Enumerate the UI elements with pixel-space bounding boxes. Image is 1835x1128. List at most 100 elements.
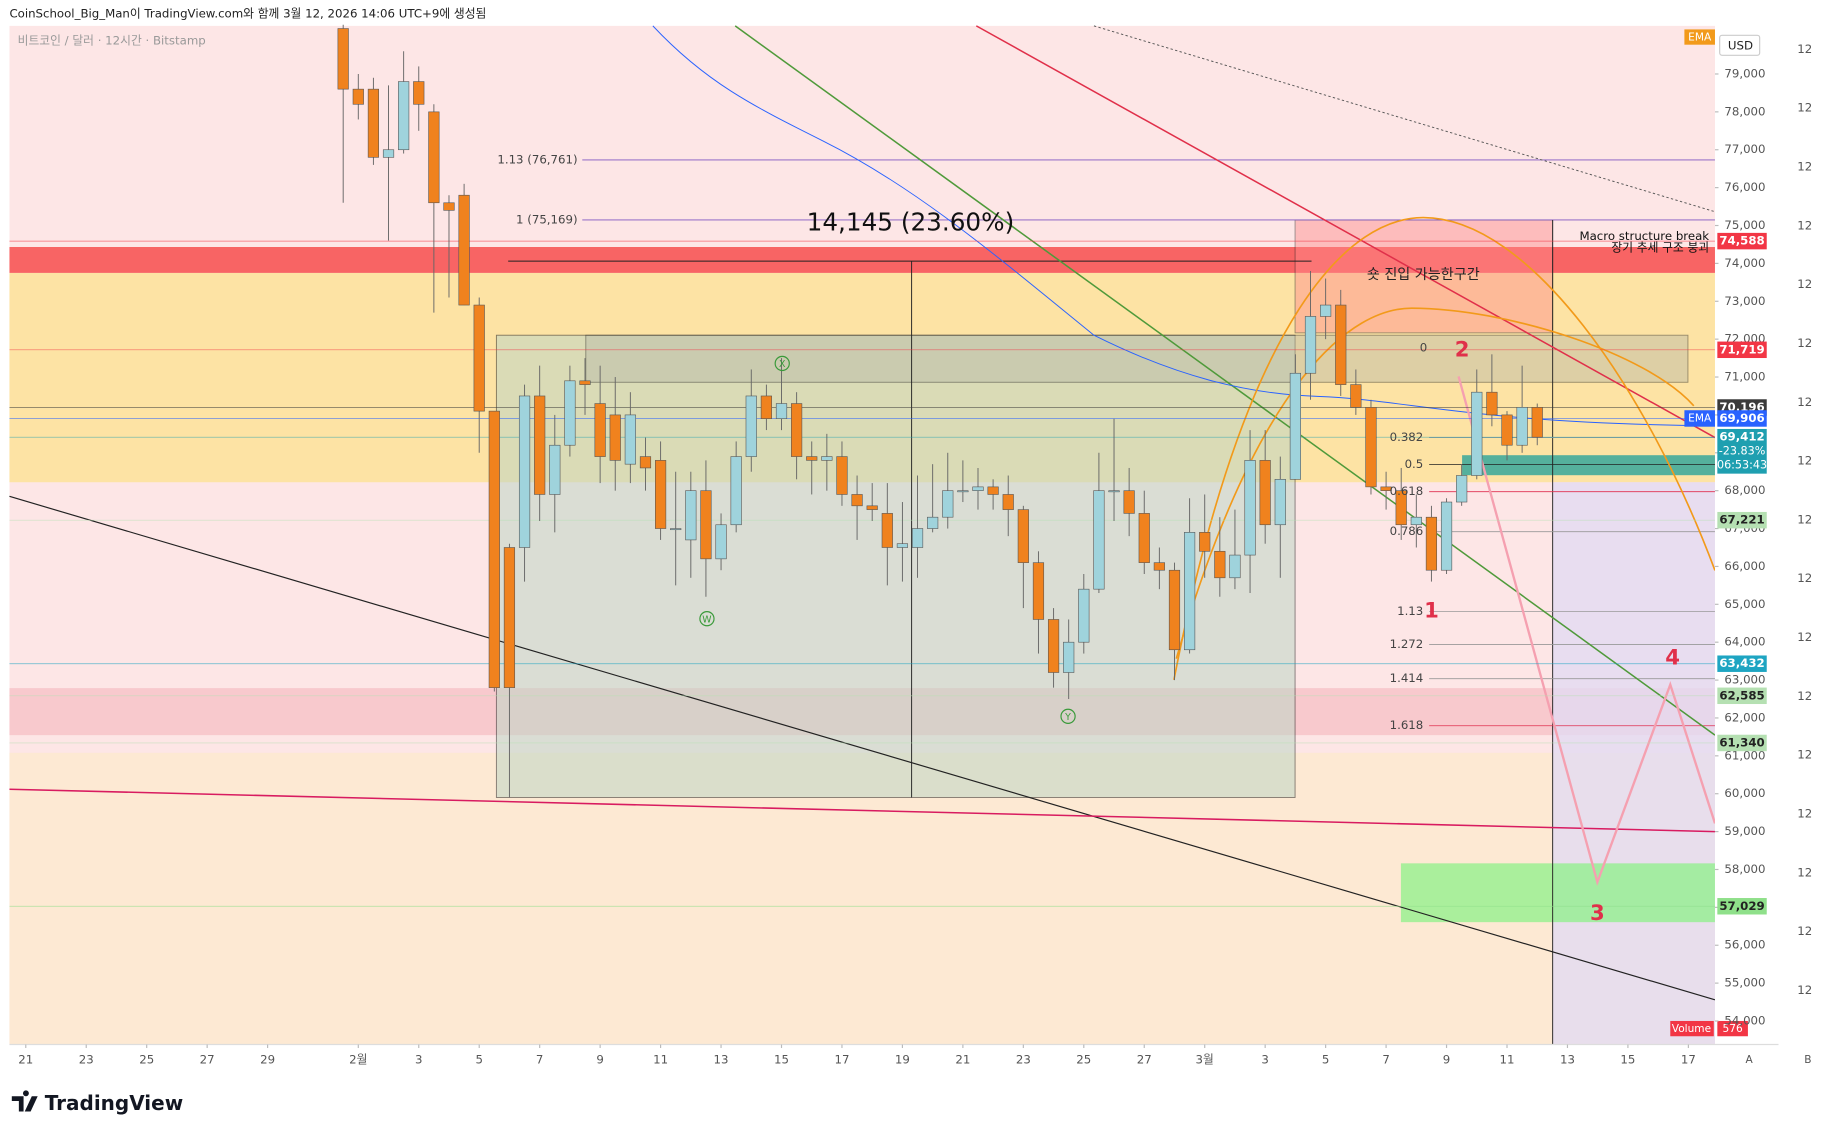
y-tick-label: 59,000 (1724, 824, 1765, 838)
candle-body (1047, 619, 1060, 673)
x-tick-label: 9 (596, 1052, 603, 1066)
annotation: 장기 추세 구조 붕괴 (1611, 241, 1709, 255)
fib-label: 0.5 (1405, 457, 1424, 471)
candle-body (1123, 490, 1135, 514)
y-tick-label: 62,000 (1724, 710, 1765, 724)
candle-body (352, 88, 364, 105)
candle-body (791, 403, 803, 457)
side-label: 12 (1797, 983, 1812, 997)
side-label: 12 (1797, 924, 1812, 938)
price-tag-name: EMA (1688, 412, 1712, 424)
x-tick-label: 21 (955, 1052, 970, 1066)
x-tick-label: 5 (475, 1052, 482, 1066)
projection-path (1457, 376, 1717, 887)
x-tick-label: 13 (714, 1052, 729, 1066)
price-tag (1717, 410, 1767, 427)
candle-body (1289, 372, 1301, 480)
candle-body (503, 547, 516, 688)
side-label: 12 (1797, 689, 1812, 703)
side-label: 12 (1797, 865, 1812, 879)
candle-body (730, 456, 742, 526)
fib-label: 1.272 (1390, 637, 1424, 651)
candle-body (760, 395, 772, 419)
y-tick-label: 61,000 (1724, 748, 1765, 762)
side-label: 12 (1797, 160, 1812, 174)
candle-body (428, 111, 440, 204)
x-tick-label: 27 (1137, 1052, 1152, 1066)
price-tag-label: 61,340 (1719, 735, 1764, 749)
candle-body (518, 395, 531, 548)
candle-body (1017, 509, 1029, 563)
candle-body (443, 202, 455, 211)
y-tick-label: 55,000 (1724, 976, 1765, 990)
price-tag-label: 57,029 (1719, 899, 1764, 913)
annotation: Macro structure break (1579, 229, 1709, 243)
candle-body (473, 304, 485, 412)
pattern-circle (1060, 708, 1076, 724)
candle-body (1410, 516, 1422, 526)
x-tick-label: 27 (200, 1052, 215, 1066)
candle-body (579, 380, 591, 385)
candle-body (594, 403, 606, 457)
scale-button[interactable]: B (1804, 1054, 1811, 1066)
candle-body (1063, 641, 1075, 673)
support-bar (1462, 455, 1715, 476)
currency: USD (1728, 38, 1753, 52)
ema-line (652, 25, 1715, 427)
candle-body (639, 456, 652, 469)
candle-body (866, 505, 878, 510)
candle-body (1138, 513, 1150, 563)
scale-button[interactable]: A (1745, 1054, 1753, 1066)
annotation: 숏 진입 가능한구간 (1367, 267, 1480, 283)
x-tick-label: 11 (653, 1052, 668, 1066)
candle-body (896, 543, 909, 548)
upper-box (585, 334, 1689, 383)
pattern-label: W (702, 614, 711, 625)
header: CoinSchool_Big_Man이 TradingView.com와 함께 … (9, 7, 486, 21)
x-tick-label: 25 (1076, 1052, 1091, 1066)
candle-body (1214, 550, 1226, 579)
candle-body (564, 380, 576, 446)
candle-body (942, 490, 954, 518)
y-tick-label: 66,000 (1724, 559, 1765, 573)
candle-body (624, 414, 636, 465)
side-label: 12 (1797, 748, 1812, 762)
price-tag-label: 74,588 (1719, 234, 1764, 248)
price-tag (1717, 428, 1767, 474)
candle-body (821, 456, 833, 461)
candle-body (413, 81, 425, 105)
candle-body (655, 460, 667, 529)
candle-body (685, 490, 697, 541)
candle-body (1380, 486, 1392, 491)
price-tag (1717, 232, 1767, 250)
x-tick-label: 13 (1560, 1052, 1575, 1066)
x-tick-label: 2월 (349, 1052, 367, 1066)
measure-label: 14,145 (23.60%) (807, 207, 1015, 236)
candle-body (1244, 460, 1256, 556)
y-tick-label: 65,000 (1724, 597, 1765, 611)
y-tick-label: 71,000 (1724, 370, 1765, 384)
price-tag (1717, 655, 1767, 672)
volume-tag (1717, 1020, 1748, 1037)
x-tick-label: 17 (834, 1052, 849, 1066)
fib-label: 1 (75,169) (516, 212, 578, 226)
side-label: 12 (1797, 571, 1812, 585)
wave-label: 4 (1665, 645, 1680, 670)
currency-box[interactable] (1719, 34, 1761, 56)
y-tick-label: 79,000 (1724, 66, 1765, 80)
candle-body (1486, 391, 1498, 416)
x-tick-label: 7 (1382, 1052, 1389, 1066)
candle-body (1516, 407, 1528, 446)
pattern-circle (774, 355, 790, 372)
wave-label: 2 (1455, 337, 1470, 362)
candle-body (1471, 391, 1483, 476)
logo: TradingView (11, 1090, 183, 1115)
trend-line (9, 788, 1715, 833)
candle-body (957, 490, 969, 493)
target-box (1400, 863, 1715, 923)
x-tick-label: 3 (415, 1052, 422, 1066)
price-tag-extra: -23.83% (1719, 444, 1766, 457)
price-tag (1717, 734, 1767, 752)
side-label: 12 (1797, 277, 1812, 291)
